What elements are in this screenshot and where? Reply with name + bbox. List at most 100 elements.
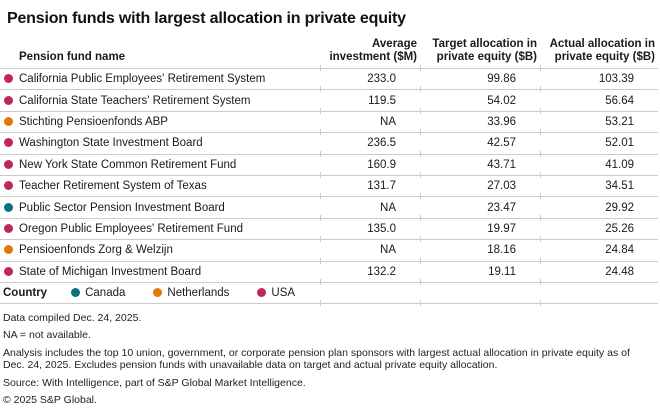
legend: Country Canada Netherlands USA (0, 282, 320, 304)
legend-item-usa: USA (257, 287, 295, 299)
footnote-analysis: Analysis includes the top 10 union, gove… (3, 346, 630, 372)
actual-allocation-cell: 24.84 (539, 239, 658, 264)
fund-name-cell: Washington State Investment Board (0, 132, 320, 155)
fund-name: California State Teachers' Retirement Sy… (19, 94, 251, 107)
country-dot-icon (4, 223, 13, 233)
country-dot-icon (4, 245, 13, 255)
fund-name-cell: Oregon Public Employees' Retirement Fund (0, 218, 320, 241)
table-body: California Public Employees' Retirement … (0, 68, 658, 285)
actual-allocation-cell: 25.26 (539, 218, 658, 243)
footnote-data-compiled: Data compiled Dec. 24, 2025. (3, 311, 142, 324)
fund-name: Washington State Investment Board (19, 137, 203, 150)
table-row: Public Sector Pension Investment Board NA… (0, 196, 658, 221)
target-allocation-cell: 42.57 (419, 132, 540, 157)
legend-label: Country (3, 286, 48, 299)
target-allocation-cell: 27.03 (419, 175, 540, 200)
actual-allocation-cell: 24.48 (539, 261, 658, 285)
footnote-na-definition: NA = not available. (3, 329, 91, 342)
avg-investment-cell: NA (319, 239, 420, 264)
legend-row-spacer (319, 282, 420, 306)
fund-name-cell: Public Sector Pension Investment Board (0, 196, 320, 219)
avg-investment-cell: 160.9 (319, 154, 420, 178)
fund-name-cell: State of Michigan Investment Board (0, 261, 320, 283)
usa-dot-icon (257, 287, 267, 297)
country-dot-icon (4, 95, 13, 105)
fund-name-cell: New York State Common Retirement Fund (0, 154, 320, 176)
table-row: State of Michigan Investment Board 132.2 1… (0, 261, 658, 285)
table-row: Teacher Retirement System of Texas 131.7 2… (0, 175, 658, 200)
fund-name: New York State Common Retirement Fund (19, 158, 237, 171)
actual-allocation-cell: 56.64 (539, 89, 658, 114)
column-header-average-investment: Average investment ($M) (319, 38, 420, 71)
fund-name-cell: Stichting Pensioenfonds ABP (0, 111, 320, 134)
table-row: Washington State Investment Board 236.5 42… (0, 132, 658, 157)
target-allocation-cell: 43.71 (419, 154, 540, 178)
target-allocation-cell: 33.96 (419, 111, 540, 136)
fund-name-cell: California State Teachers' Retirement Sy… (0, 89, 320, 112)
table-row: California Public Employees' Retirement … (0, 68, 658, 93)
target-allocation-cell: 23.47 (419, 196, 540, 221)
avg-investment-cell: NA (319, 196, 420, 221)
fund-name: Stichting Pensioenfonds ABP (19, 115, 168, 128)
table-row: California State Teachers' Retirement Sy… (0, 89, 658, 114)
table-row: Pensioenfonds Zorg & Welzijn NA 18.16 24.84 (0, 239, 658, 264)
column-header-pension-fund-name: Pension fund name (0, 38, 320, 69)
fund-name: Teacher Retirement System of Texas (19, 180, 207, 193)
avg-investment-cell: 135.0 (319, 218, 420, 243)
legend-item-netherlands: Netherlands (153, 287, 229, 299)
footnotes: Data compiled Dec. 24, 2025. NA = not av… (3, 312, 652, 407)
avg-investment-cell: 131.7 (319, 175, 420, 200)
legend-row-spacer (419, 282, 540, 306)
table-row: Stichting Pensioenfonds ABP NA 33.96 53.21 (0, 111, 658, 136)
fund-name: Pensioenfonds Zorg & Welzijn (19, 244, 173, 257)
avg-investment-cell: 132.2 (319, 261, 420, 285)
fund-name: Oregon Public Employees' Retirement Fund (19, 222, 243, 235)
legend-item-canada: Canada (71, 287, 125, 299)
fund-name-cell: California Public Employees' Retirement … (0, 68, 320, 91)
country-dot-icon (4, 159, 13, 169)
country-dot-icon (4, 116, 13, 126)
table-header-row: Pension fund name Average investment ($M… (0, 38, 658, 71)
footnote-source: Source: With Intelligence, part of S&P G… (3, 376, 306, 389)
column-header-actual-allocation: Actual allocation in private equity ($B) (539, 38, 658, 71)
actual-allocation-cell: 52.01 (539, 132, 658, 157)
pension-funds-table: Pension fund name Average investment ($M… (0, 38, 658, 306)
fund-name-cell: Pensioenfonds Zorg & Welzijn (0, 239, 320, 262)
target-allocation-cell: 18.16 (419, 239, 540, 264)
country-dot-icon (4, 202, 13, 212)
country-dot-icon (4, 266, 13, 276)
avg-investment-cell: NA (319, 111, 420, 136)
avg-investment-cell: 233.0 (319, 68, 420, 93)
actual-allocation-cell: 34.51 (539, 175, 658, 200)
actual-allocation-cell: 53.21 (539, 111, 658, 136)
table-row: New York State Common Retirement Fund 160… (0, 154, 658, 178)
country-dot-icon (4, 74, 13, 84)
actual-allocation-cell: 103.39 (539, 68, 658, 93)
chart-title: Pension funds with largest allocation in… (7, 10, 406, 27)
fund-name-cell: Teacher Retirement System of Texas (0, 175, 320, 198)
actual-allocation-cell: 41.09 (539, 154, 658, 178)
target-allocation-cell: 19.11 (419, 261, 540, 285)
canada-dot-icon (71, 287, 81, 297)
avg-investment-cell: 119.5 (319, 89, 420, 114)
table-row: Oregon Public Employees' Retirement Fund… (0, 218, 658, 243)
fund-name: Public Sector Pension Investment Board (19, 201, 225, 214)
country-dot-icon (4, 181, 13, 191)
legend-item-canada-label: Canada (85, 286, 126, 299)
netherlands-dot-icon (153, 287, 163, 297)
fund-name: State of Michigan Investment Board (19, 265, 202, 278)
legend-row: Country Canada Netherlands USA (0, 282, 658, 306)
legend-item-netherlands-label: Netherlands (167, 286, 230, 299)
country-dot-icon (4, 138, 13, 148)
footnote-copyright: © 2025 S&P Global. (3, 394, 97, 407)
actual-allocation-cell: 29.92 (539, 196, 658, 221)
target-allocation-cell: 19.97 (419, 218, 540, 243)
legend-row-spacer (539, 282, 658, 306)
target-allocation-cell: 54.02 (419, 89, 540, 114)
legend-item-usa-label: USA (271, 286, 296, 299)
target-allocation-cell: 99.86 (419, 68, 540, 93)
column-header-target-allocation: Target allocation in private equity ($B) (419, 38, 540, 71)
avg-investment-cell: 236.5 (319, 132, 420, 157)
fund-name: California Public Employees' Retirement … (19, 73, 266, 86)
